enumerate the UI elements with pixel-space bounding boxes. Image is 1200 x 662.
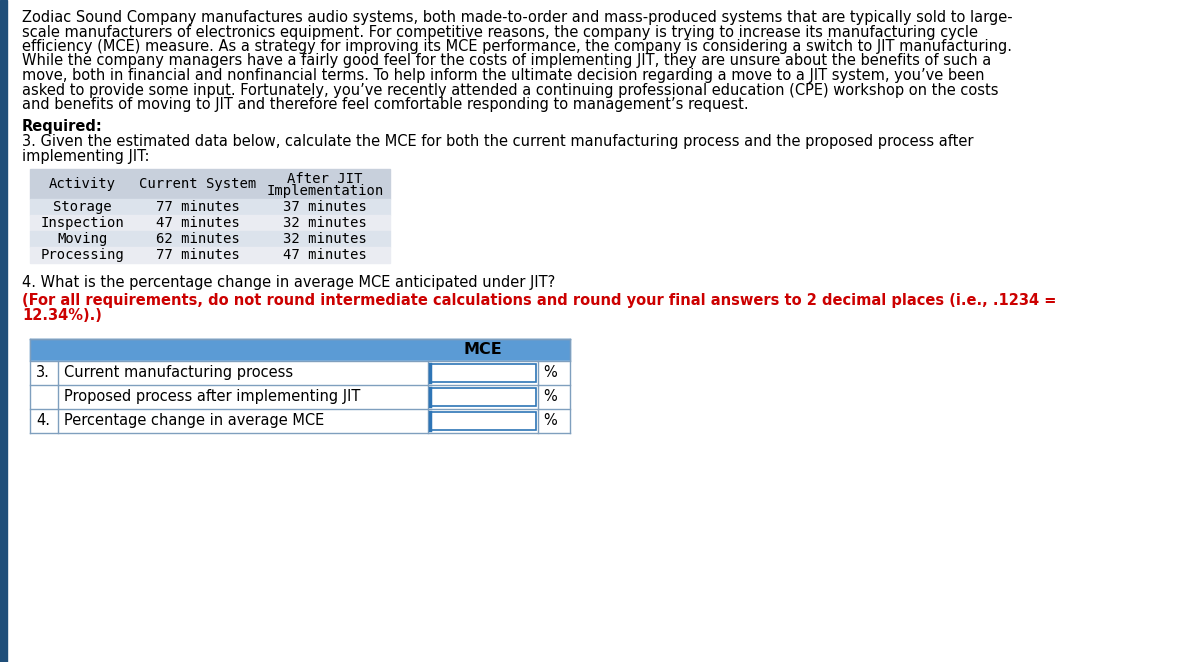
Bar <box>30 199 390 215</box>
Text: 4.: 4. <box>36 413 50 428</box>
Text: implementing JIT:: implementing JIT: <box>22 148 150 164</box>
Text: Zodiac Sound Company manufactures audio systems, both made-to-order and mass-pro: Zodiac Sound Company manufactures audio … <box>22 10 1013 25</box>
Text: 32 minutes: 32 minutes <box>283 232 367 246</box>
Text: 77 minutes: 77 minutes <box>156 248 239 262</box>
Bar <box>30 231 390 247</box>
Text: 4. What is the percentage change in average MCE anticipated under JIT?: 4. What is the percentage change in aver… <box>22 275 556 290</box>
Text: After JIT: After JIT <box>287 172 362 186</box>
Bar <box>430 363 536 381</box>
Bar <box>0 0 7 662</box>
Text: %: % <box>542 413 557 428</box>
Text: 47 minutes: 47 minutes <box>156 216 239 230</box>
Text: 3. Given the estimated data below, calculate the MCE for both the current manufa: 3. Given the estimated data below, calcu… <box>22 134 973 149</box>
Text: Required:: Required: <box>22 120 103 134</box>
Text: 32 minutes: 32 minutes <box>283 216 367 230</box>
Bar <box>30 215 390 231</box>
Text: Proposed process after implementing JIT: Proposed process after implementing JIT <box>64 389 360 404</box>
Text: Moving: Moving <box>58 232 108 246</box>
Text: 37 minutes: 37 minutes <box>283 200 367 214</box>
Text: Processing: Processing <box>41 248 125 262</box>
Bar <box>30 408 570 432</box>
Text: scale manufacturers of electronics equipment. For competitive reasons, the compa: scale manufacturers of electronics equip… <box>22 24 978 40</box>
Bar <box>30 338 570 361</box>
Text: Inspection: Inspection <box>41 216 125 230</box>
Text: Activity: Activity <box>49 177 116 191</box>
Text: Current System: Current System <box>139 177 256 191</box>
Text: 77 minutes: 77 minutes <box>156 200 239 214</box>
Bar <box>430 387 536 406</box>
Text: 3.: 3. <box>36 365 50 380</box>
Text: and benefits of moving to JIT and therefore feel comfortable responding to manag: and benefits of moving to JIT and theref… <box>22 97 749 112</box>
Text: While the company managers have a fairly good feel for the costs of implementing: While the company managers have a fairly… <box>22 54 991 68</box>
Bar <box>30 361 570 385</box>
Bar <box>30 385 570 408</box>
Text: 47 minutes: 47 minutes <box>283 248 367 262</box>
Text: move, both in financial and nonfinancial terms. To help inform the ultimate deci: move, both in financial and nonfinancial… <box>22 68 984 83</box>
Text: asked to provide some input. Fortunately, you’ve recently attended a continuing : asked to provide some input. Fortunately… <box>22 83 998 97</box>
Bar <box>430 412 536 430</box>
Text: MCE: MCE <box>463 342 503 357</box>
Text: Percentage change in average MCE: Percentage change in average MCE <box>64 413 324 428</box>
Bar <box>30 247 390 263</box>
Text: efficiency (MCE) measure. As a strategy for improving its MCE performance, the c: efficiency (MCE) measure. As a strategy … <box>22 39 1012 54</box>
Text: %: % <box>542 389 557 404</box>
Text: Storage: Storage <box>53 200 112 214</box>
Bar <box>30 169 390 199</box>
Text: Current manufacturing process: Current manufacturing process <box>64 365 293 380</box>
Text: (For all requirements, do not round intermediate calculations and round your fin: (For all requirements, do not round inte… <box>22 293 1056 308</box>
Text: %: % <box>542 365 557 380</box>
Text: Implementation: Implementation <box>266 184 384 198</box>
Text: 62 minutes: 62 minutes <box>156 232 239 246</box>
Text: 12.34%).): 12.34%).) <box>22 308 102 323</box>
